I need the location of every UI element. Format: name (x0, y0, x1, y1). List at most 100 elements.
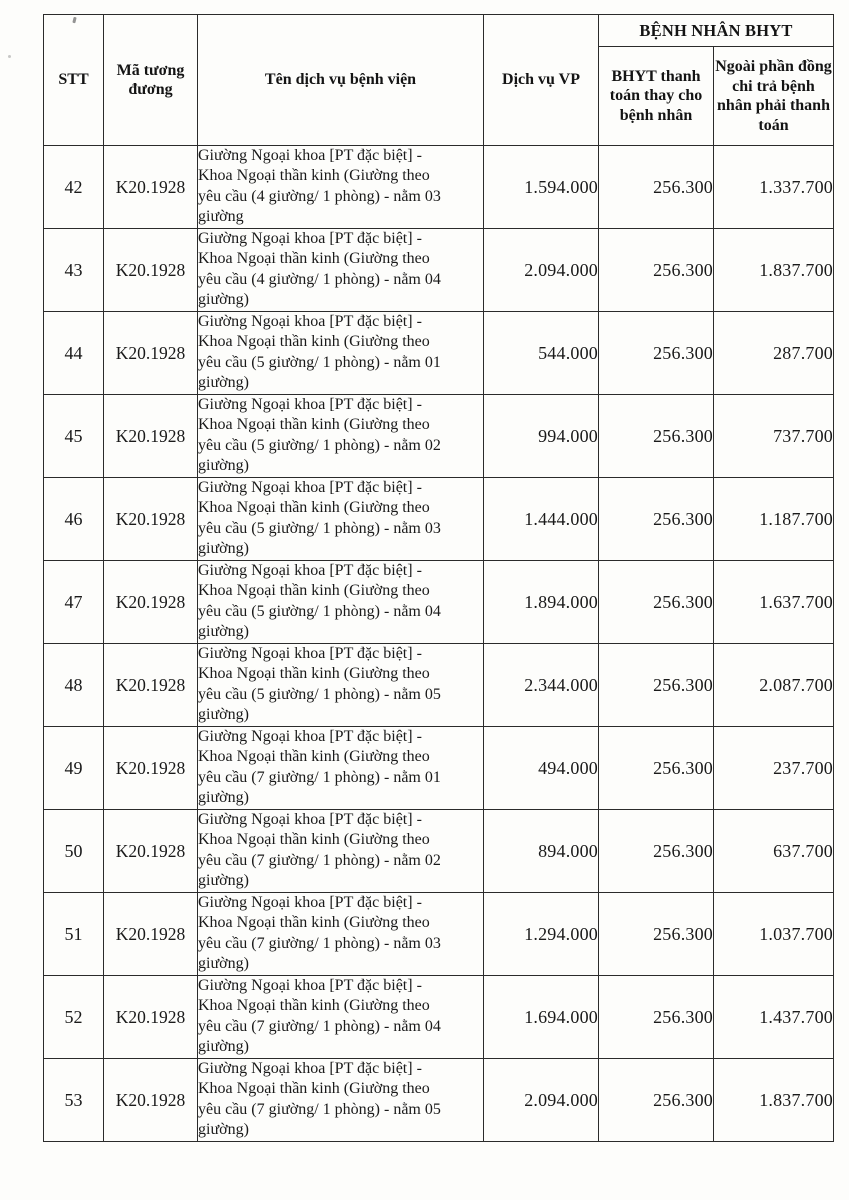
header-vp-price: Dịch vụ VP (483, 14, 599, 146)
service-name-line: yêu cầu (5 giường/ 1 phòng) - nằm 04 (198, 602, 441, 620)
table-row: 48 K20.1928 Giường Ngoại khoa [PT đặc bi… (43, 643, 834, 727)
row-bhyt-amount: 256.300 (598, 394, 714, 478)
row-code: K20.1928 (103, 311, 198, 395)
header-equivalent-code: Mã tương đương (103, 14, 198, 146)
service-name-line: Giường Ngoại khoa [PT đặc biệt] - (198, 313, 422, 330)
service-name-line: giường) (198, 457, 249, 475)
row-vp-price: 2.344.000 (483, 643, 599, 727)
service-name-line: yêu cầu (7 giường/ 1 phòng) - nằm 04 (198, 1017, 441, 1035)
table-row: 49 K20.1928 Giường Ngoại khoa [PT đặc bi… (43, 726, 834, 810)
table-header: STT Mã tương đương Tên dịch vụ bệnh viện… (43, 14, 834, 146)
service-name-line: Giường Ngoại khoa [PT đặc biệt] - (198, 147, 422, 164)
row-service-name: Giường Ngoại khoa [PT đặc biệt] - Khoa Ng… (197, 477, 484, 561)
row-patient-amount: 2.087.700 (713, 643, 834, 727)
row-stt: 44 (43, 311, 104, 395)
row-stt: 49 (43, 726, 104, 810)
row-vp-price: 544.000 (483, 311, 599, 395)
service-name-line: Khoa Ngoại thần kinh (Giường theo (198, 831, 430, 849)
service-name-line: yêu cầu (4 giường/ 1 phòng) - nằm 04 (198, 270, 441, 288)
row-code: K20.1928 (103, 145, 198, 229)
service-name-line: giường) (198, 1038, 249, 1056)
row-vp-price: 994.000 (483, 394, 599, 478)
service-name-line: Khoa Ngoại thần kinh (Giường theo (198, 250, 430, 268)
row-patient-amount: 1.037.700 (713, 892, 834, 976)
service-name-line: giường) (198, 955, 249, 973)
row-patient-amount: 637.700 (713, 809, 834, 893)
header-stt: STT (43, 14, 104, 146)
table-row: 43 K20.1928 Giường Ngoại khoa [PT đặc bi… (43, 228, 834, 312)
row-patient-amount: 1.837.700 (713, 228, 834, 312)
row-code: K20.1928 (103, 892, 198, 976)
service-name-line: Khoa Ngoại thần kinh (Giường theo (198, 914, 430, 932)
service-name-line: yêu cầu (7 giường/ 1 phòng) - nằm 02 (198, 851, 441, 869)
row-stt: 45 (43, 394, 104, 478)
row-vp-price: 1.294.000 (483, 892, 599, 976)
service-name-line: yêu cầu (5 giường/ 1 phòng) - nằm 01 (198, 353, 441, 371)
row-patient-amount: 237.700 (713, 726, 834, 810)
row-service-name: Giường Ngoại khoa [PT đặc biệt] - Khoa Ng… (197, 560, 484, 644)
service-name-line: Khoa Ngoại thần kinh (Giường theo (198, 333, 430, 351)
table-row: 45 K20.1928 Giường Ngoại khoa [PT đặc bi… (43, 394, 834, 478)
row-service-name: Giường Ngoại khoa [PT đặc biệt] - Khoa Ng… (197, 892, 484, 976)
table-row: 44 K20.1928 Giường Ngoại khoa [PT đặc bi… (43, 311, 834, 395)
row-patient-amount: 1.337.700 (713, 145, 834, 229)
row-stt: 51 (43, 892, 104, 976)
row-patient-amount: 1.187.700 (713, 477, 834, 561)
row-vp-price: 894.000 (483, 809, 599, 893)
service-name-line: Khoa Ngoại thần kinh (Giường theo (198, 665, 430, 683)
service-name-line: Khoa Ngoại thần kinh (Giường theo (198, 499, 430, 517)
row-vp-price: 1.694.000 (483, 975, 599, 1059)
table-row: 52 K20.1928 Giường Ngoại khoa [PT đặc bi… (43, 975, 834, 1059)
row-code: K20.1928 (103, 643, 198, 727)
hospital-price-table: STT Mã tương đương Tên dịch vụ bệnh viện… (43, 14, 834, 1142)
header-patient-copay: Ngoài phần đồng chi trả bệnh nhân phải t… (713, 46, 834, 146)
table-row: 42 K20.1928 Giường Ngoại khoa [PT đặc bi… (43, 145, 834, 229)
row-bhyt-amount: 256.300 (598, 145, 714, 229)
service-name-line: Giường Ngoại khoa [PT đặc biệt] - (198, 1060, 422, 1077)
row-patient-amount: 1.437.700 (713, 975, 834, 1059)
service-name-line: yêu cầu (5 giường/ 1 phòng) - nằm 03 (198, 519, 441, 537)
service-name-line: Giường Ngoại khoa [PT đặc biệt] - (198, 479, 422, 496)
row-service-name: Giường Ngoại khoa [PT đặc biệt] - Khoa Ng… (197, 809, 484, 893)
service-name-line: yêu cầu (7 giường/ 1 phòng) - nằm 03 (198, 934, 441, 952)
row-vp-price: 494.000 (483, 726, 599, 810)
service-name-line: yêu cầu (7 giường/ 1 phòng) - nằm 01 (198, 768, 441, 786)
service-name-line: Giường Ngoại khoa [PT đặc biệt] - (198, 562, 422, 579)
row-service-name: Giường Ngoại khoa [PT đặc biệt] - Khoa Ng… (197, 726, 484, 810)
table-row: 47 K20.1928 Giường Ngoại khoa [PT đặc bi… (43, 560, 834, 644)
service-name-line: giường (198, 208, 244, 226)
row-code: K20.1928 (103, 228, 198, 312)
service-name-line: Khoa Ngoại thần kinh (Giường theo (198, 997, 430, 1015)
service-name-line: Khoa Ngoại thần kinh (Giường theo (198, 748, 430, 766)
row-stt: 43 (43, 228, 104, 312)
row-bhyt-amount: 256.300 (598, 1058, 714, 1142)
row-stt: 53 (43, 1058, 104, 1142)
row-vp-price: 1.594.000 (483, 145, 599, 229)
row-bhyt-amount: 256.300 (598, 311, 714, 395)
table-row: 53 K20.1928 Giường Ngoại khoa [PT đặc bi… (43, 1058, 834, 1142)
table-row: 46 K20.1928 Giường Ngoại khoa [PT đặc bi… (43, 477, 834, 561)
row-bhyt-amount: 256.300 (598, 726, 714, 810)
row-service-name: Giường Ngoại khoa [PT đặc biệt] - Khoa Ng… (197, 145, 484, 229)
service-name-line: Giường Ngoại khoa [PT đặc biệt] - (198, 977, 422, 994)
row-patient-amount: 1.837.700 (713, 1058, 834, 1142)
row-vp-price: 1.444.000 (483, 477, 599, 561)
row-stt: 50 (43, 809, 104, 893)
scan-artifact-dot (8, 55, 11, 58)
service-name-line: yêu cầu (5 giường/ 1 phòng) - nằm 02 (198, 436, 441, 454)
row-code: K20.1928 (103, 1058, 198, 1142)
service-name-line: Khoa Ngoại thần kinh (Giường theo (198, 582, 430, 600)
table-row: 50 K20.1928 Giường Ngoại khoa [PT đặc bi… (43, 809, 834, 893)
service-name-line: Giường Ngoại khoa [PT đặc biệt] - (198, 230, 422, 247)
row-stt: 47 (43, 560, 104, 644)
row-stt: 42 (43, 145, 104, 229)
row-service-name: Giường Ngoại khoa [PT đặc biệt] - Khoa Ng… (197, 311, 484, 395)
header-bhyt-pays: BHYT thanh toán thay cho bệnh nhân (598, 46, 714, 146)
service-name-line: Khoa Ngoại thần kinh (Giường theo (198, 416, 430, 434)
row-vp-price: 2.094.000 (483, 1058, 599, 1142)
service-name-line: yêu cầu (5 giường/ 1 phòng) - nằm 05 (198, 685, 441, 703)
row-stt: 48 (43, 643, 104, 727)
row-patient-amount: 1.637.700 (713, 560, 834, 644)
service-name-line: Giường Ngoại khoa [PT đặc biệt] - (198, 811, 422, 828)
